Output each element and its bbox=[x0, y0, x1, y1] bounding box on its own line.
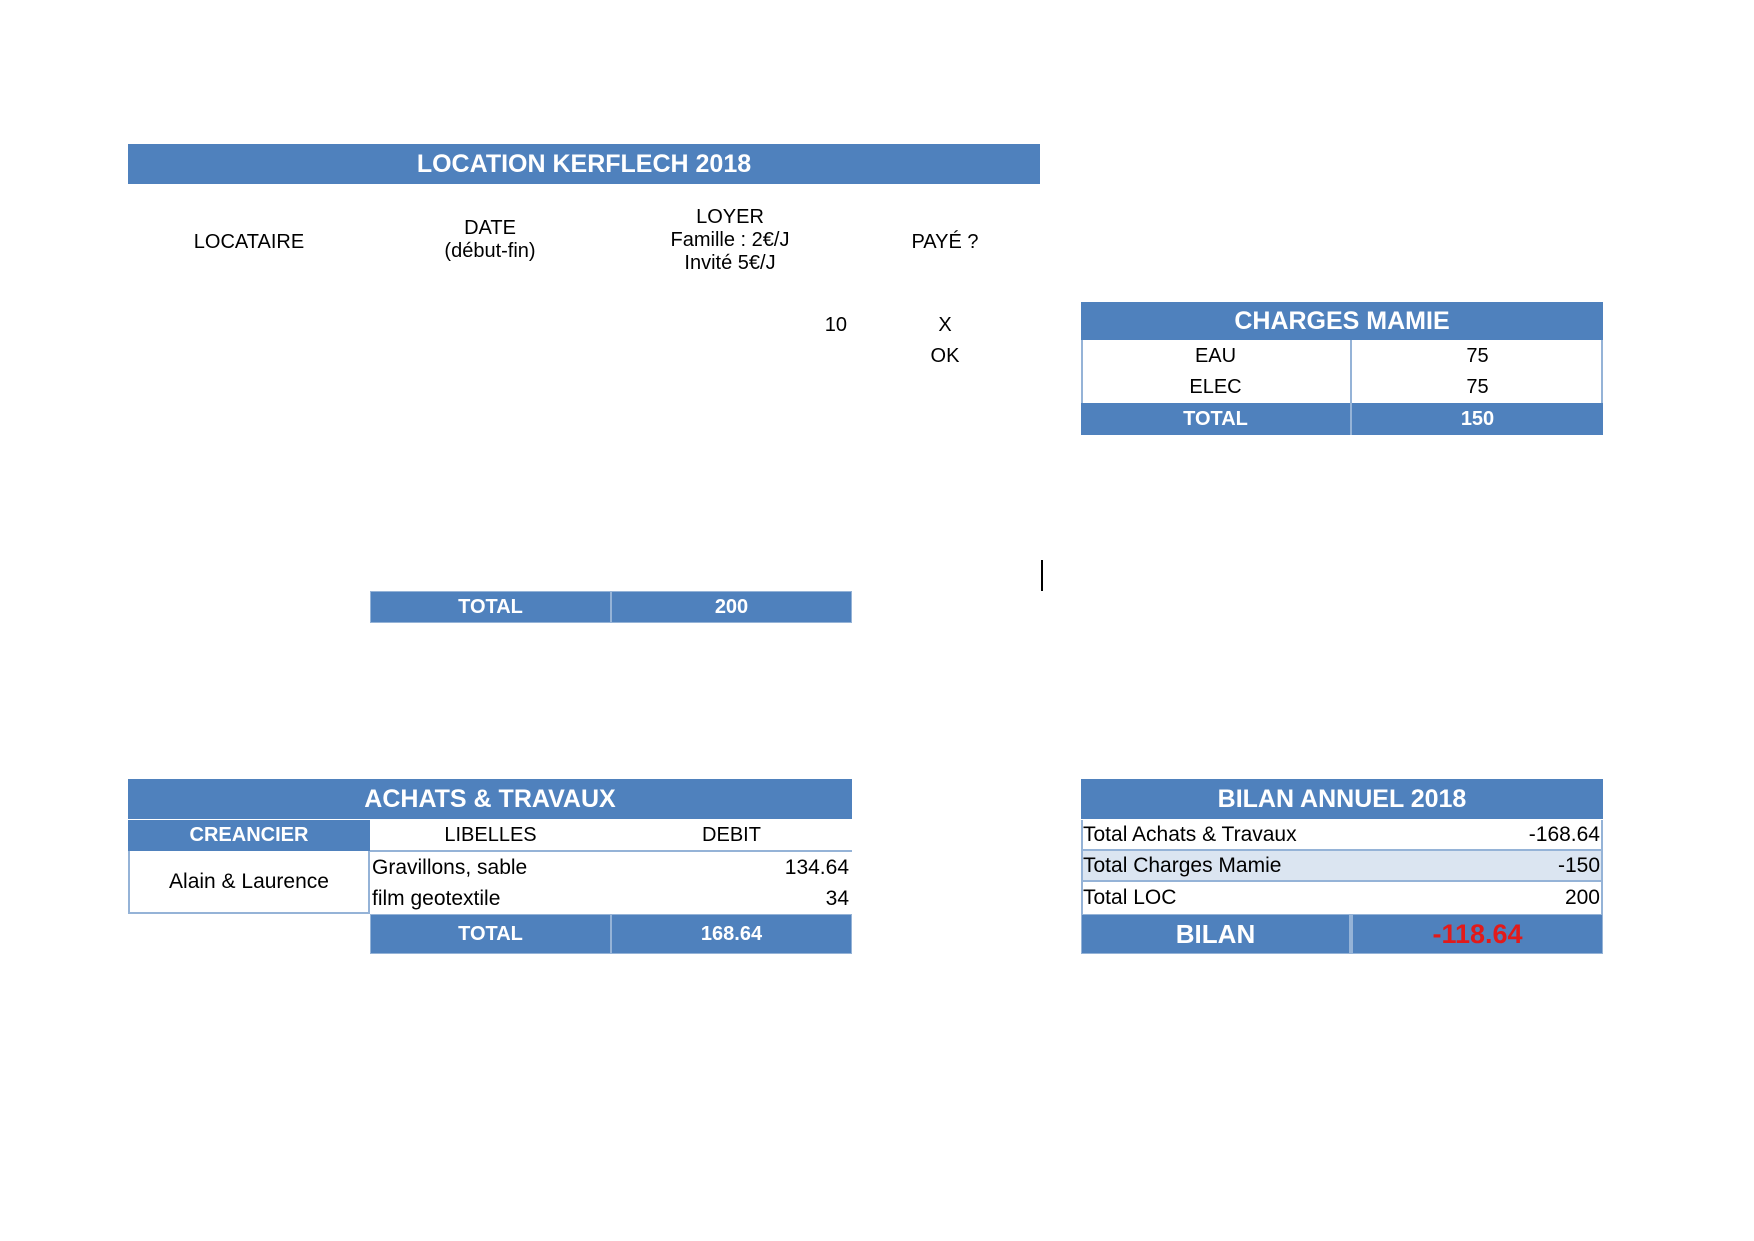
bilan-row-charges-value: -150 bbox=[1557, 853, 1600, 877]
bilan-row-loc: Total LOC 200 bbox=[1081, 882, 1603, 914]
header-loyer: LOYER Famille : 2€/J Invité 5€/J bbox=[670, 205, 790, 274]
achats-creancier-cell: Alain & Laurence bbox=[128, 851, 370, 914]
text-cursor bbox=[1041, 560, 1043, 591]
charges-total-divider bbox=[1350, 403, 1352, 435]
charges-total-label: TOTAL bbox=[1081, 403, 1350, 435]
bilan-row-achats-label: Total Achats & Travaux bbox=[1083, 822, 1297, 846]
bilan-body bbox=[1081, 820, 1603, 914]
bilan-row-achats: Total Achats & Travaux -168.64 bbox=[1081, 820, 1603, 851]
location-title-text: LOCATION KERFLECH 2018 bbox=[416, 149, 752, 178]
charges-divider bbox=[1350, 340, 1352, 434]
header-locataire: LOCATAIRE bbox=[193, 230, 305, 253]
location-total-label: TOTAL bbox=[370, 591, 611, 623]
achats-header-creancier: CREANCIER bbox=[128, 820, 370, 851]
charges-body bbox=[1081, 340, 1603, 403]
achats-total-value: 168.64 bbox=[611, 914, 852, 954]
bilan-row-charges: Total Charges Mamie -150 bbox=[1083, 851, 1601, 882]
bilan-row-achats-value: -168.64 bbox=[1528, 822, 1600, 846]
location-row-2-paye: OK bbox=[930, 345, 960, 367]
location-row-1-paye: X bbox=[938, 314, 952, 336]
achats-row-2-libelle: film geotextile bbox=[372, 886, 501, 910]
bilan-result-label: BILAN bbox=[1081, 914, 1350, 954]
bilan-result-value: -118.64 bbox=[1432, 918, 1523, 949]
charges-title: CHARGES MAMIE bbox=[1081, 302, 1603, 340]
achats-row-1-libelle: Gravillons, sable bbox=[372, 855, 528, 879]
charges-row-eau-value: 75 bbox=[1466, 345, 1489, 367]
bilan-row-loc-value: 200 bbox=[1564, 886, 1600, 909]
charges-row-eau-label: EAU bbox=[1194, 345, 1237, 367]
charges-row-elec-value: 75 bbox=[1466, 376, 1489, 398]
achats-header-debit: DEBIT bbox=[702, 824, 761, 846]
bilan-row-charges-label: Total Charges Mamie bbox=[1083, 853, 1282, 877]
bilan-row-loc-label: Total LOC bbox=[1083, 886, 1177, 909]
achats-row-1-debit: 134.64 bbox=[784, 855, 849, 879]
location-total-value: 200 bbox=[611, 591, 852, 623]
achats-header-libelles: LIBELLES bbox=[444, 824, 537, 846]
charges-row-elec-label: ELEC bbox=[1189, 376, 1242, 398]
achats-title: ACHATS & TRAVAUX bbox=[128, 779, 852, 819]
location-title: LOCATION KERFLECH 2018 bbox=[128, 144, 1040, 184]
location-row-1-loyer: 10 bbox=[824, 314, 847, 336]
achats-total-label: TOTAL bbox=[370, 914, 611, 954]
charges-total-value: 150 bbox=[1352, 403, 1603, 435]
achats-row-2-debit: 34 bbox=[825, 886, 849, 910]
bilan-result-value-cell: -118.64 bbox=[1352, 914, 1603, 954]
header-date: DATE (début-fin) bbox=[444, 217, 536, 262]
achats-header-underline bbox=[370, 850, 852, 852]
bilan-title: BILAN ANNUEL 2018 bbox=[1081, 779, 1603, 819]
bilan-result-divider bbox=[1350, 914, 1352, 954]
header-paye: PAYÉ ? bbox=[911, 230, 979, 253]
